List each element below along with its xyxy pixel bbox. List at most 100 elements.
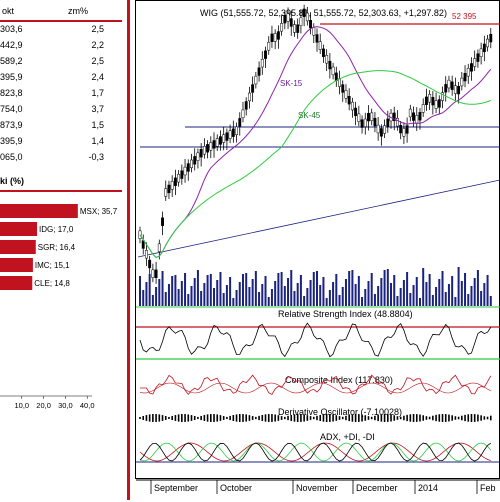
volume-bar [338, 295, 341, 306]
candle-body [196, 152, 200, 161]
candle-body [318, 41, 322, 50]
oscillator-bar [290, 414, 293, 422]
volume-bar [480, 291, 483, 306]
oscillator-bar [361, 414, 363, 422]
bar-label: CLE; 14,8 [34, 279, 70, 288]
volume-bar [370, 273, 373, 306]
price-label: 52 395 [452, 12, 477, 21]
candle-body [144, 250, 148, 259]
volume-bar [473, 278, 476, 306]
oscillator-bar [309, 416, 312, 420]
candle-body [373, 117, 377, 127]
candle-body [209, 142, 213, 151]
volume-bar [206, 275, 209, 306]
volume-bar [264, 276, 267, 306]
row-value: 442,9 [0, 40, 23, 50]
candle-body [193, 156, 197, 165]
oscillator-bar [206, 414, 209, 422]
oscillator-bar [264, 414, 267, 422]
oscillator-bar [409, 414, 412, 422]
chart-title: WIG (51,555.72, 52,395.81, 51,555.72, 52… [200, 8, 447, 18]
candle-body [183, 166, 187, 176]
bar [0, 204, 78, 218]
volume-bar [396, 296, 399, 306]
candle-body [170, 181, 174, 190]
oscillator-bar [261, 414, 264, 422]
oscillator-bar [300, 414, 302, 422]
oscillator-bar [428, 416, 431, 420]
axis-tick-label: 20,0 [36, 401, 51, 410]
candle-body [447, 79, 451, 89]
oscillator-bar [303, 414, 305, 422]
candle-body [199, 149, 203, 158]
oscillator-bar [177, 414, 180, 422]
volume-bar [467, 294, 470, 306]
candle-body [283, 15, 287, 24]
left-panel: okt zm% 303,6 2,5 442,9 2,2 589,2 2,5 395,9 2,4… [0, 0, 126, 500]
oscillator-bar [158, 414, 161, 422]
row-value: 823,8 [0, 88, 23, 98]
row-change: 3,7 [91, 104, 104, 114]
oscillator-bar [174, 415, 177, 421]
oscillator-bar [483, 416, 486, 420]
candle-body [341, 84, 345, 93]
candle-body [202, 146, 206, 155]
row-value: 065,0 [0, 152, 23, 162]
oscillator-bar [477, 414, 479, 422]
volume-bar [142, 290, 145, 306]
bar-label: SGR; 16,4 [38, 243, 76, 252]
volume-bar [232, 298, 235, 306]
row-value: 589,2 [0, 56, 23, 66]
oscillator-bar [164, 415, 167, 421]
ma-45-label: SK-45 [298, 111, 321, 120]
bar [0, 258, 33, 272]
oscillator-bar [319, 414, 322, 422]
oscillator-bar [296, 414, 299, 422]
volume-bar [435, 287, 438, 306]
trend-line [137, 179, 500, 258]
volume-bar [425, 282, 428, 306]
volume-bar [261, 284, 264, 306]
oscillator-bar [387, 414, 389, 422]
candle-body [148, 259, 152, 269]
candle-body [222, 134, 226, 143]
candle-body [360, 119, 364, 128]
oscillator-bar [184, 414, 186, 422]
volume-bar [399, 288, 402, 306]
volume-bar [283, 286, 286, 306]
row-change: 2,2 [91, 40, 104, 50]
oscillator-bar [329, 414, 331, 422]
rsi-line [139, 322, 492, 358]
candle-body [231, 128, 235, 137]
oscillator-bar [354, 414, 357, 422]
candle-body [476, 53, 480, 62]
volume-bar [464, 273, 467, 306]
volume-bar [361, 297, 364, 306]
panel-title-derivative: Derivative Oscillator (-7.10028) [278, 407, 402, 417]
candle-body [177, 174, 181, 183]
adx-line [139, 442, 491, 462]
volume-bar [489, 296, 492, 306]
volume-bar [155, 287, 158, 306]
row-change: 2,5 [91, 56, 104, 66]
column-header-value: okt [2, 6, 15, 16]
oscillator-bar [193, 416, 196, 420]
axis-tick-label: 10,0 [14, 401, 29, 410]
volume-bar [145, 282, 148, 306]
volume-bar [245, 273, 248, 306]
candle-body [276, 31, 280, 40]
volume-bar [225, 285, 228, 306]
oscillator-bar [444, 414, 447, 422]
candle-body [260, 59, 264, 68]
candle-body [386, 118, 390, 127]
volume-bar [444, 292, 447, 306]
volume-bar [325, 298, 328, 306]
candle-body [415, 115, 419, 124]
candle-body [264, 50, 267, 59]
oscillator-bar [461, 415, 463, 421]
table-row: 395,9 2,4 [0, 72, 122, 87]
oscillator-bar [235, 414, 238, 422]
ma-45-line [139, 70, 491, 259]
candle-body [357, 113, 361, 122]
volume-bar [177, 289, 180, 306]
